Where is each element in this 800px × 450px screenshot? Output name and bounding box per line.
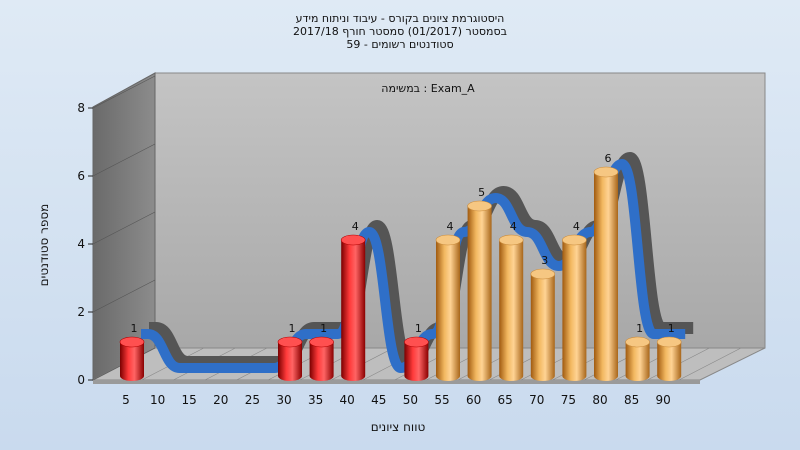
bar-top: [498, 234, 524, 246]
x-tick-label: 10: [150, 393, 165, 407]
x-tick-label: 85: [624, 393, 639, 407]
data-label: 1: [636, 322, 643, 335]
x-tick-label: 90: [656, 393, 671, 407]
bar-top: [309, 336, 334, 348]
data-label: 6: [605, 152, 612, 165]
bar-body: [625, 342, 650, 382]
y-tick-label: 8: [77, 101, 85, 115]
bar: [593, 166, 619, 381]
bar-top: [277, 336, 303, 348]
x-axis-title: טווח ציונים: [371, 420, 426, 434]
x-tick-label: 30: [276, 393, 291, 407]
data-label: 1: [415, 322, 422, 335]
bar-top: [530, 268, 556, 280]
x-tick-label: 35: [308, 393, 323, 407]
data-label: 1: [668, 322, 675, 335]
y-ticks: 0 2 4 6 8: [77, 75, 156, 387]
data-label: 3: [541, 254, 548, 267]
bar: [404, 336, 429, 382]
bar-body: [594, 172, 618, 381]
bar-top: [435, 234, 461, 246]
y-tick-label: 6: [77, 169, 85, 183]
bar-body: [341, 240, 366, 382]
bar-body: [530, 274, 555, 382]
x-tick-label: 80: [592, 393, 607, 407]
bar-body: [499, 240, 524, 382]
y-tick-label: 4: [77, 237, 85, 251]
x-tick-label: 55: [434, 393, 449, 407]
bar: [119, 336, 145, 381]
bar: [309, 336, 334, 382]
chart-title-line-3: סטודנטים רשומים - 59: [346, 38, 453, 51]
side-wall-tick-line: [92, 279, 156, 313]
bar: [530, 268, 556, 382]
data-label: 4: [573, 220, 580, 233]
data-labels: 1 1 1 4 1 4 5 4 3 4 6 1 1: [131, 152, 675, 335]
x-tick-label: 45: [371, 393, 386, 407]
x-tick-label: 25: [245, 393, 260, 407]
chart-annotation: במשימה : Exam_A: [381, 82, 475, 95]
bars: [119, 166, 682, 382]
side-wall-tick-line: [92, 75, 156, 109]
side-wall-tick-line: [92, 143, 156, 177]
data-label: 1: [320, 322, 327, 335]
bar: [656, 336, 682, 382]
bar-body: [120, 342, 144, 381]
data-label: 1: [289, 322, 296, 335]
side-wall-tick-line: [92, 211, 156, 245]
x-tick-label: 50: [403, 393, 418, 407]
bar: [340, 234, 366, 382]
data-label: 4: [510, 220, 517, 233]
x-tick-label: 70: [529, 393, 544, 407]
bar-top: [625, 336, 650, 348]
bar-top: [656, 336, 682, 348]
y-tick-label: 0: [77, 373, 85, 387]
x-tick-label: 75: [561, 393, 576, 407]
x-tick-label: 20: [213, 393, 228, 407]
x-tick-label: 15: [182, 393, 197, 407]
data-label: 1: [131, 322, 138, 335]
bar: [467, 200, 492, 382]
bar-body: [404, 342, 429, 382]
bar-body: [467, 206, 492, 382]
x-tick-label: 5: [122, 393, 130, 407]
bar-top: [593, 166, 619, 178]
x-tick-label: 40: [340, 393, 355, 407]
bar-body: [436, 240, 460, 381]
bar-body: [562, 240, 587, 382]
bar-body: [657, 342, 682, 382]
bar: [625, 336, 650, 382]
bar-top: [562, 234, 587, 246]
data-label: 4: [352, 220, 359, 233]
bar: [277, 336, 303, 381]
bar: [498, 234, 524, 382]
y-tick-label: 2: [77, 305, 85, 319]
chart-title-line-1: היסטוגרמת ציונים בקורס - עיבוד וניתוח מי…: [296, 12, 505, 25]
x-tick-label: 65: [498, 393, 513, 407]
bar-top: [340, 234, 366, 246]
floor-front-edge: [93, 380, 700, 384]
data-label: 5: [478, 186, 485, 199]
bar: [435, 234, 461, 381]
bar: [562, 234, 587, 382]
data-label: 4: [447, 220, 454, 233]
bar-top: [404, 336, 429, 348]
bar-top: [119, 336, 145, 348]
bar-top: [467, 200, 492, 212]
bar-body: [309, 342, 334, 382]
y-axis-title: מספר סטודנטים: [37, 204, 51, 287]
bar-body: [278, 342, 302, 381]
x-tick-label: 60: [466, 393, 481, 407]
chart-title-line-2: בסמסטר (01/2017) סמסטר חורף 2017/18: [293, 25, 507, 38]
floor-division-line: [678, 347, 742, 381]
